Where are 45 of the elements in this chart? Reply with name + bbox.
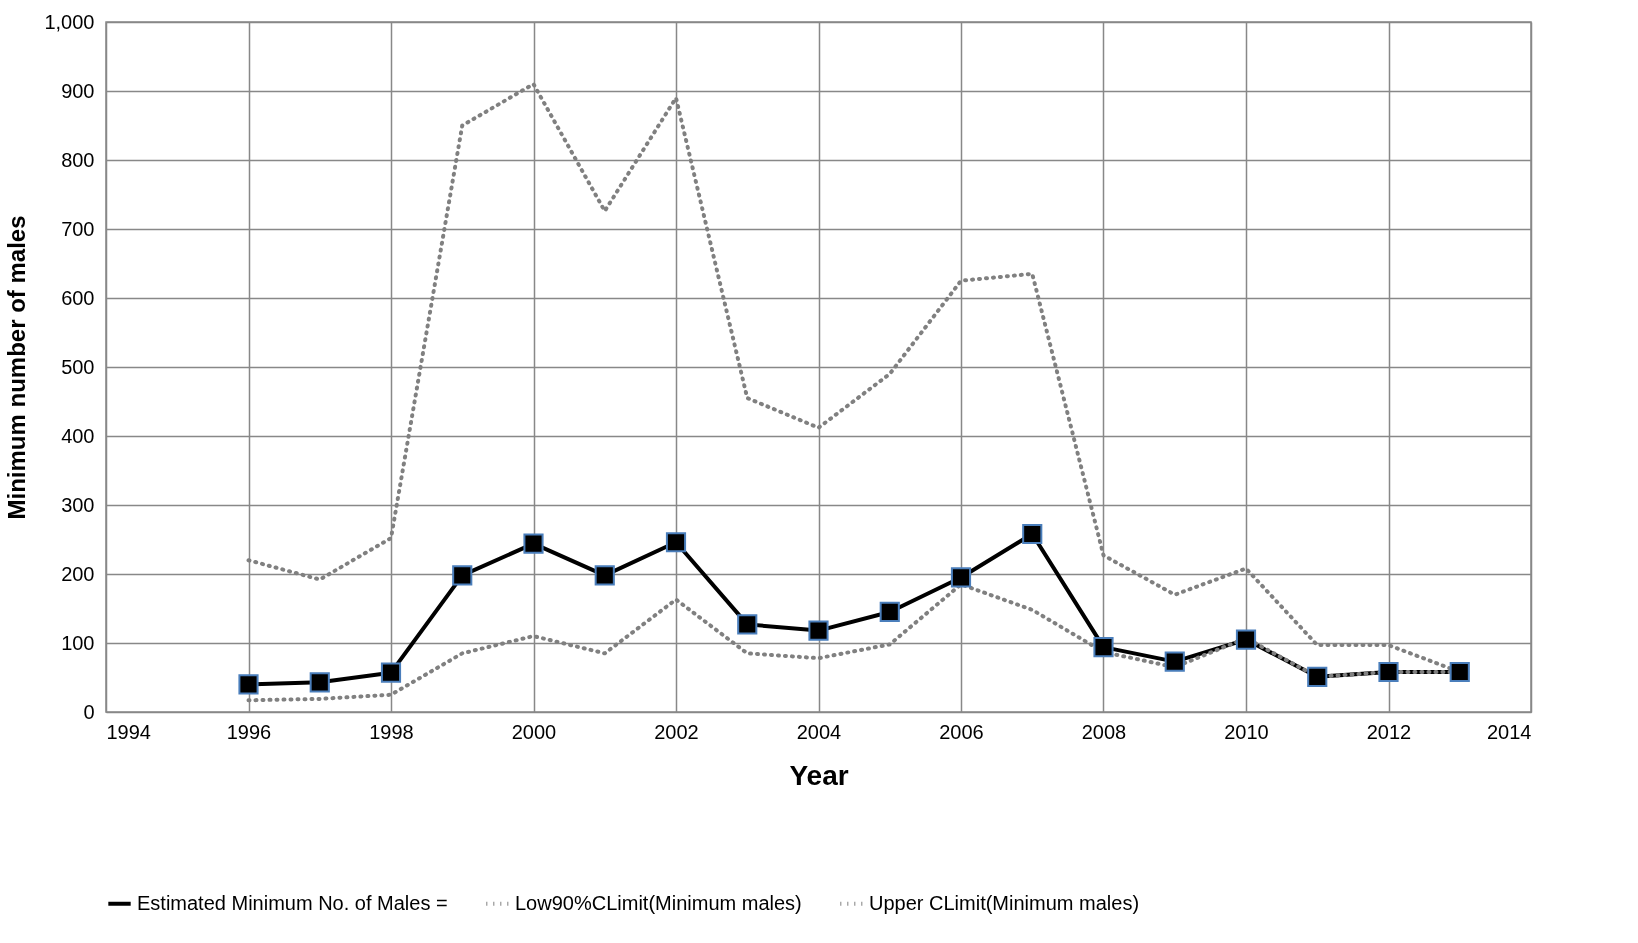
y-tick-label: 100 [61,631,95,654]
x-tick-label: 2004 [796,720,842,743]
point [1164,651,1185,672]
legend-label: Estimated Minimum No. of Males = [137,891,448,914]
y-tick-label: 500 [61,355,95,378]
point [1449,661,1470,683]
point [309,672,330,693]
x-tick-label: 2002 [654,720,699,743]
y-tick-label: 600 [61,286,95,309]
y-tick-label: 1,000 [44,10,95,33]
x-tick-label: 2012 [1366,720,1412,743]
x-tick-label: 2008 [1081,720,1127,743]
point [737,614,758,635]
x-tick-label: 2006 [939,720,984,743]
legend-label: Upper CLimit(Minimum males) [869,891,1140,914]
point [1378,661,1399,683]
y-tick-label: 800 [61,148,95,171]
y-tick-label: 200 [61,562,95,585]
y-tick-label: 900 [61,79,95,102]
x-tick-label: 2000 [511,720,557,743]
point [1022,523,1043,545]
point [523,533,544,554]
point [950,567,972,588]
point [380,662,402,683]
x-tick-label: 1996 [226,720,272,743]
y-tick-label: 700 [61,217,95,240]
point [1235,629,1257,650]
point [808,620,829,641]
point [665,532,687,553]
x-tick-label: 2010 [1224,720,1269,743]
y-tick-label: 400 [61,424,95,447]
point [879,601,900,623]
y-axis-title: Minimum number of males [3,215,31,520]
y-tick-label: 0 [83,700,95,723]
point [1093,637,1114,658]
legend-label: Low90%CLimit(Minimum males) [515,891,802,914]
y-tick-label: 300 [61,493,95,516]
x-tick-label: 1994 [106,720,151,743]
x-axis-title: Year [789,759,849,791]
x-tick-label: 2014 [1487,720,1532,743]
point [452,565,473,586]
point [594,565,615,586]
x-tick-label: 1998 [369,720,414,743]
point [238,674,259,695]
point [1307,666,1328,687]
